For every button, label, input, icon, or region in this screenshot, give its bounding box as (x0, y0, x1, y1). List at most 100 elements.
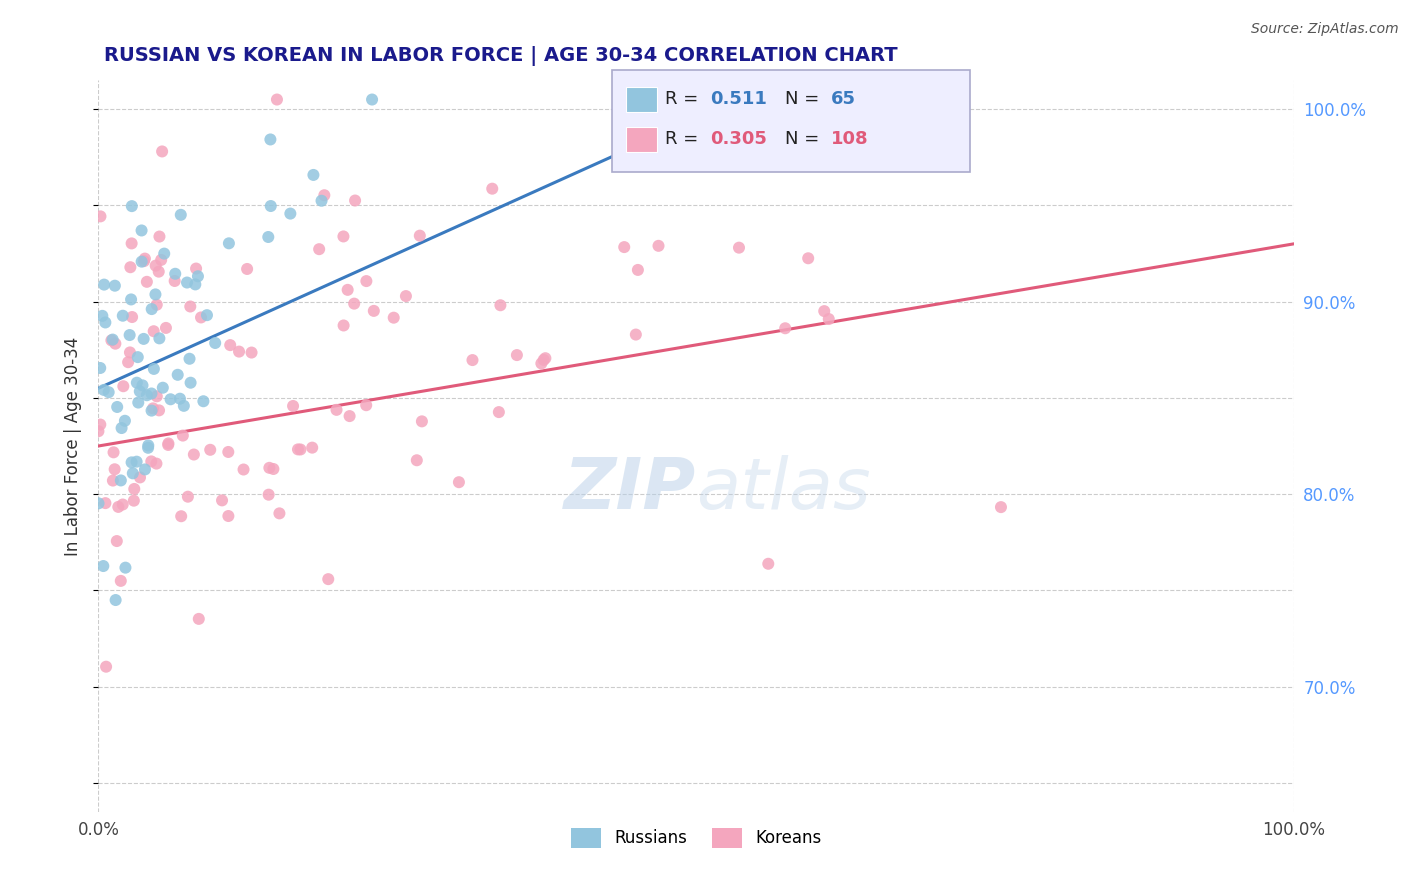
Point (128, 384, 150, 399)
Point (136, 438, 159, 452)
Point (141, 403, 163, 417)
Text: 65: 65 (831, 90, 856, 108)
Point (176, 276, 198, 290)
Point (177, 490, 200, 504)
Point (132, 332, 155, 346)
Point (155, 321, 177, 335)
Point (232, 462, 254, 476)
Point (134, 462, 156, 476)
Point (817, 312, 839, 326)
Point (990, 500, 1012, 515)
Y-axis label: In Labor Force | Age 30-34: In Labor Force | Age 30-34 (65, 336, 83, 556)
Point (179, 300, 201, 314)
Point (153, 246, 176, 260)
Point (180, 376, 202, 390)
Point (105, 400, 128, 414)
Point (363, 304, 385, 318)
Point (166, 368, 188, 382)
Point (111, 309, 134, 323)
Text: N =: N = (785, 130, 824, 148)
Point (627, 263, 650, 277)
Point (262, 462, 284, 476)
Point (488, 405, 510, 419)
Point (200, 442, 222, 457)
Text: N =: N = (785, 90, 824, 108)
Point (409, 228, 432, 243)
Point (93, 383, 115, 397)
Point (356, 274, 378, 288)
Point (100, 334, 122, 348)
Point (141, 302, 163, 317)
Point (148, 331, 170, 345)
Point (114, 414, 136, 428)
Point (756, 557, 779, 571)
Point (152, 381, 174, 395)
Point (132, 254, 155, 268)
Point (195, 308, 218, 322)
Point (613, 240, 636, 254)
Point (860, 136, 883, 150)
Point (266, 93, 288, 107)
Point (187, 269, 209, 284)
Point (773, 321, 796, 335)
Point (382, 310, 405, 325)
Point (172, 428, 194, 442)
Point (183, 448, 205, 462)
Point (395, 289, 418, 303)
Point (145, 287, 167, 301)
Point (94, 659, 117, 673)
Text: RUSSIAN VS KOREAN IN LABOR FORCE | AGE 30-34 CORRELATION CHART: RUSSIAN VS KOREAN IN LABOR FORCE | AGE 3… (104, 45, 898, 66)
Point (150, 145, 173, 159)
Point (91, 559, 114, 574)
Point (332, 229, 354, 244)
Point (114, 560, 136, 574)
Point (354, 398, 377, 412)
Point (87, 496, 110, 510)
Point (339, 409, 361, 423)
Point (142, 324, 165, 338)
Point (135, 275, 157, 289)
Point (89, 417, 111, 432)
Text: 0.305: 0.305 (710, 130, 766, 148)
Point (148, 403, 170, 417)
Point (259, 132, 281, 146)
Point (121, 310, 143, 324)
Point (89, 361, 111, 376)
Point (145, 457, 167, 471)
Point (236, 262, 259, 277)
Point (97, 385, 120, 400)
Point (308, 242, 330, 256)
Point (280, 206, 302, 220)
Point (461, 353, 484, 368)
Point (94, 316, 117, 330)
Point (101, 474, 124, 488)
Point (728, 241, 751, 255)
Point (228, 344, 250, 359)
Point (122, 493, 145, 508)
Point (141, 454, 163, 468)
Point (146, 389, 169, 403)
Point (325, 402, 347, 417)
Point (127, 350, 149, 364)
Point (506, 348, 529, 362)
Point (361, 93, 384, 107)
Point (219, 338, 242, 352)
Point (217, 508, 239, 523)
Point (101, 333, 124, 347)
Text: Source: ZipAtlas.com: Source: ZipAtlas.com (1251, 22, 1399, 37)
Point (170, 509, 193, 524)
Point (163, 274, 186, 288)
Point (125, 376, 148, 390)
Point (110, 574, 132, 588)
Point (332, 318, 354, 333)
Point (117, 355, 139, 369)
Point (157, 438, 180, 452)
Point (111, 498, 134, 512)
Point (290, 442, 312, 457)
Point (336, 283, 359, 297)
Point (281, 399, 304, 413)
Point (112, 379, 135, 393)
Text: ZIP: ZIP (564, 456, 696, 524)
Point (311, 194, 333, 208)
Point (343, 296, 366, 310)
